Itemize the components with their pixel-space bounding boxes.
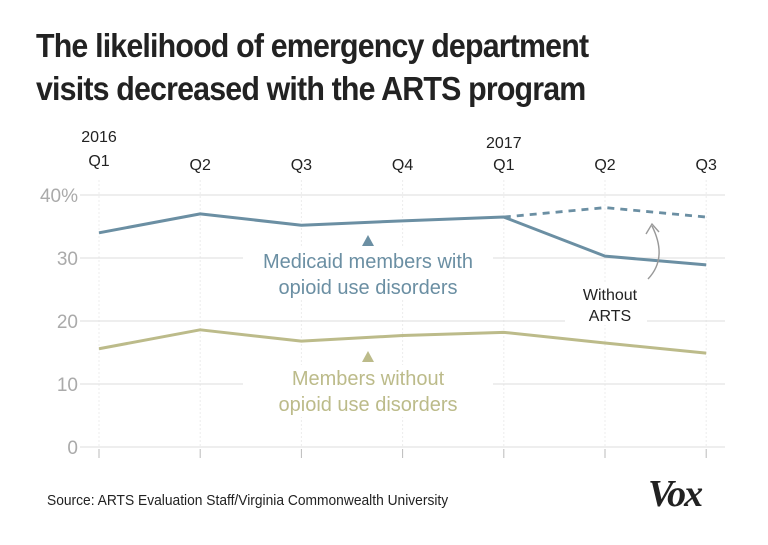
vox-logo: Vox [648,473,703,515]
x-tick-year-label: 2017 [486,135,522,152]
source-note: Source: ARTS Evaluation Staff/Virginia C… [47,492,449,509]
series-marker-triangle [362,235,374,246]
annotation-arrow-curve [647,225,660,280]
x-tick-quarter-label: Q1 [88,153,109,170]
x-tick-quarter-label: Q2 [190,157,211,174]
y-axis-ticks: 0 10 20 30 40% [40,186,78,459]
annotation-arrowhead-icon [645,222,660,235]
series-label-background [243,365,493,417]
y-tick-label: 40% [40,186,78,207]
y-tick-label: 20 [57,312,78,333]
annotation-text: ARTS [589,308,631,325]
series-label-background [243,248,493,300]
x-tick-quarter-label: Q2 [594,157,615,174]
annotations: Without ARTS [565,222,660,325]
series-marker-triangle [362,351,374,362]
series-label-text: opioid use disorders [279,394,458,416]
annotation-background [565,283,647,325]
series-label-text: Medicaid members with [263,251,473,273]
series-line-without-arts [503,206,707,219]
series-lines [98,206,707,355]
y-tick-label: 30 [57,249,78,270]
x-tick-quarter-label: Q3 [291,157,312,174]
x-tick-quarter-label: Q4 [392,157,413,174]
series-labels: Medicaid members with opioid use disorder… [243,235,493,417]
title-line-1: The likelihood of emergency department [36,27,589,64]
y-tick-label: 10 [57,375,78,396]
chart-title: The likelihood of emergency department v… [36,24,698,110]
title-line-2: visits decreased with the ARTS program [36,70,586,107]
x-tick-quarter-label: Q3 [696,157,717,174]
y-tick-label: 0 [67,438,78,459]
annotation-text: Without [583,287,638,304]
x-axis-ticks: 2016 Q1 Q2 Q3 Q4 2017 Q1 Q2 Q3 [81,129,717,174]
series-label-text: Members without [292,368,445,390]
x-tick-year-label: 2016 [81,129,117,146]
series-label-text: opioid use disorders [279,277,458,299]
x-tick-quarter-label: Q1 [493,157,514,174]
